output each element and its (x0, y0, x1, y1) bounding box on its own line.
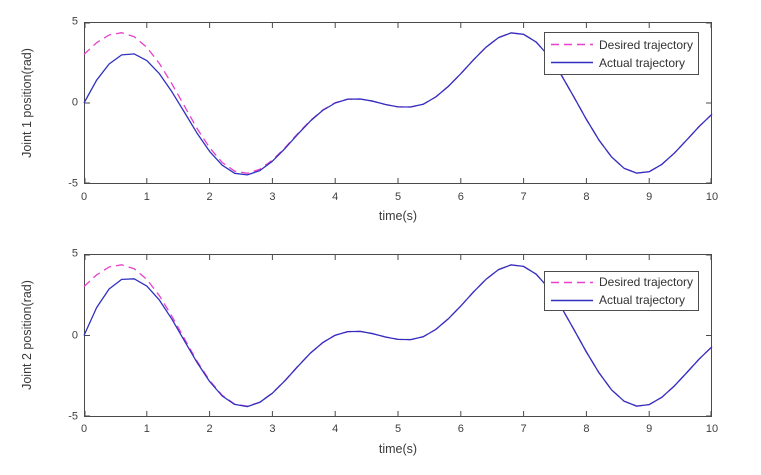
legend-label-desired: Desired trajectory (599, 275, 694, 289)
x-tick-label: 7 (520, 191, 527, 203)
legend-item-actual: Actual trajectory (551, 56, 692, 70)
y-tick-label: -5 (68, 410, 78, 423)
x-tick-label: 9 (646, 191, 653, 203)
x-tick-label: 4 (332, 191, 339, 203)
legend-item-actual: Actual trajectory (551, 293, 692, 307)
y-axis-label-joint1: Joint 1 position(rad) (20, 48, 34, 158)
x-tick-label: 1 (143, 423, 150, 435)
x-tick-label: 0 (80, 191, 88, 203)
legend-joint2: Desired trajectory Actual trajectory (544, 271, 699, 311)
x-tick-label: 8 (583, 423, 590, 435)
actual-line-sample-icon (551, 61, 593, 64)
x-tick-label: 10 (705, 423, 719, 435)
desired-line-sample-icon (551, 43, 593, 46)
y-tick-label: 5 (71, 15, 78, 28)
y-tick-label: 5 (71, 247, 78, 260)
x-tick-label: 9 (646, 423, 653, 435)
y-axis-label-joint2: Joint 2 position(rad) (20, 280, 34, 390)
x-tick-label: 4 (332, 423, 339, 435)
x-tick-label: 10 (705, 191, 719, 203)
x-tick-label: 6 (457, 423, 464, 435)
x-tick-label: 7 (520, 423, 527, 435)
y-tick-label: 0 (71, 329, 78, 341)
x-tick-label: 6 (457, 191, 464, 203)
x-tick-label: 5 (394, 191, 402, 203)
legend-item-desired: Desired trajectory (551, 275, 694, 289)
x-axis-label-joint1: time(s) (378, 209, 418, 223)
legend-item-desired: Desired trajectory (551, 37, 694, 52)
x-tick-label: 3 (269, 423, 276, 435)
y-tick-label: 0 (71, 96, 78, 109)
x-axis-label-joint2: time(s) (378, 442, 418, 456)
legend-label-actual: Actual trajectory (599, 293, 686, 307)
y-tick-label: -5 (68, 177, 78, 190)
x-tick-label: 2 (206, 423, 213, 435)
plot-area-joint2 (83, 254, 713, 417)
x-tick-label: 1 (143, 191, 150, 203)
x-tick-label: 8 (583, 191, 590, 203)
legend-label-desired: Desired trajectory (599, 37, 694, 52)
x-tick-label: 0 (80, 423, 88, 435)
desired-line-sample-icon (551, 281, 593, 283)
actual-trajectory-line (83, 264, 713, 408)
plot-area-joint1 (83, 22, 713, 184)
legend-joint1: Desired trajectory Actual trajectory (544, 32, 699, 75)
x-tick-label: 3 (269, 191, 276, 203)
actual-trajectory-line (83, 32, 713, 176)
x-tick-label: 5 (394, 423, 402, 435)
actual-line-sample-icon (551, 299, 593, 301)
legend-label-actual: Actual trajectory (599, 55, 686, 70)
x-tick-label: 2 (206, 191, 213, 203)
